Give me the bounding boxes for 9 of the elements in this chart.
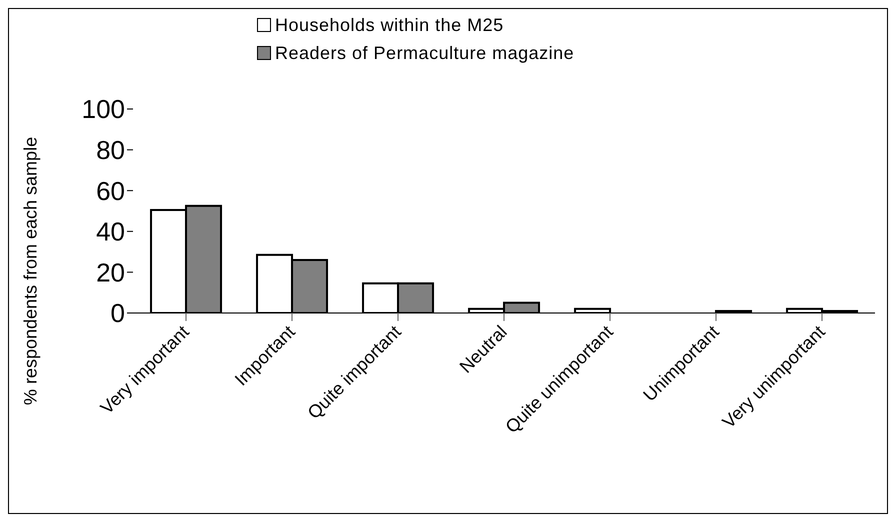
legend-label: Readers of Permaculture magazine <box>274 42 574 65</box>
y-tick-label: 100 <box>82 94 125 124</box>
y-tick-label: 80 <box>96 135 125 166</box>
y-tick-label: 60 <box>96 176 125 206</box>
y-tick-label: 40 <box>96 216 125 247</box>
y-axis-title: % respondents from each sample <box>20 136 40 406</box>
y-tick-label: 20 <box>96 257 125 288</box>
y-tick-label: 0 <box>110 298 125 328</box>
legend-label: Households within the M25 <box>274 14 505 36</box>
